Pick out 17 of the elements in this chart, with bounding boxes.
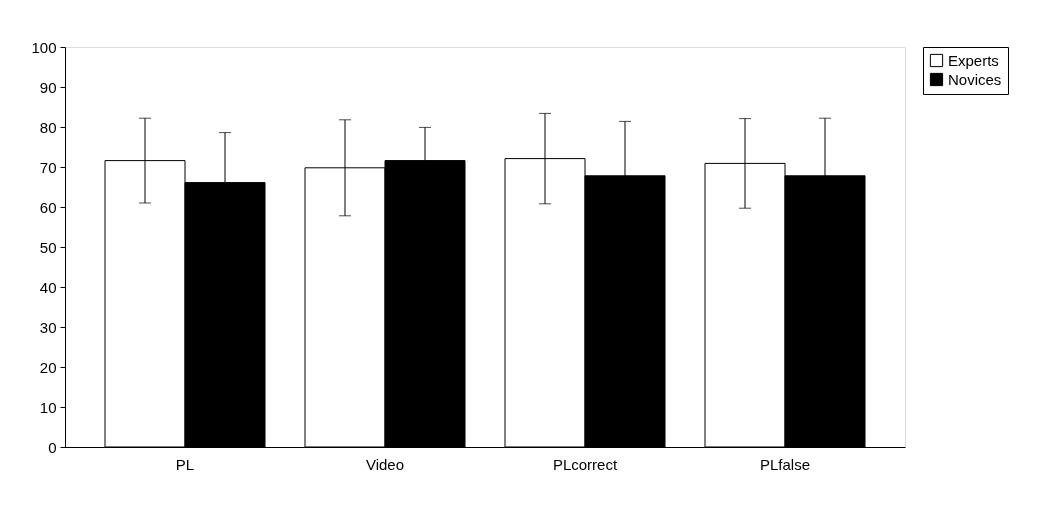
y-tick-label: 30	[39, 318, 57, 336]
y-tick-label: 90	[39, 78, 57, 96]
y-tick-label: 100	[31, 38, 57, 56]
legend-label: Experts	[948, 51, 999, 69]
x-tick-label: PLfalse	[759, 455, 811, 473]
x-tick-label: PLcorrect	[552, 455, 618, 473]
y-tick-label: 0	[48, 438, 57, 456]
x-tick-label: Video	[365, 455, 405, 473]
y-tick-label: 10	[39, 398, 57, 416]
y-tick-label: 50	[39, 238, 57, 256]
legend-label: Novices	[948, 70, 1002, 88]
y-tick-label: 20	[39, 358, 57, 376]
y-tick-label: 70	[39, 158, 57, 176]
y-tick-label: 80	[39, 118, 57, 136]
x-tick-label: PL	[175, 455, 195, 473]
y-tick-label: 60	[39, 198, 57, 216]
y-tick-label: 40	[39, 278, 57, 296]
